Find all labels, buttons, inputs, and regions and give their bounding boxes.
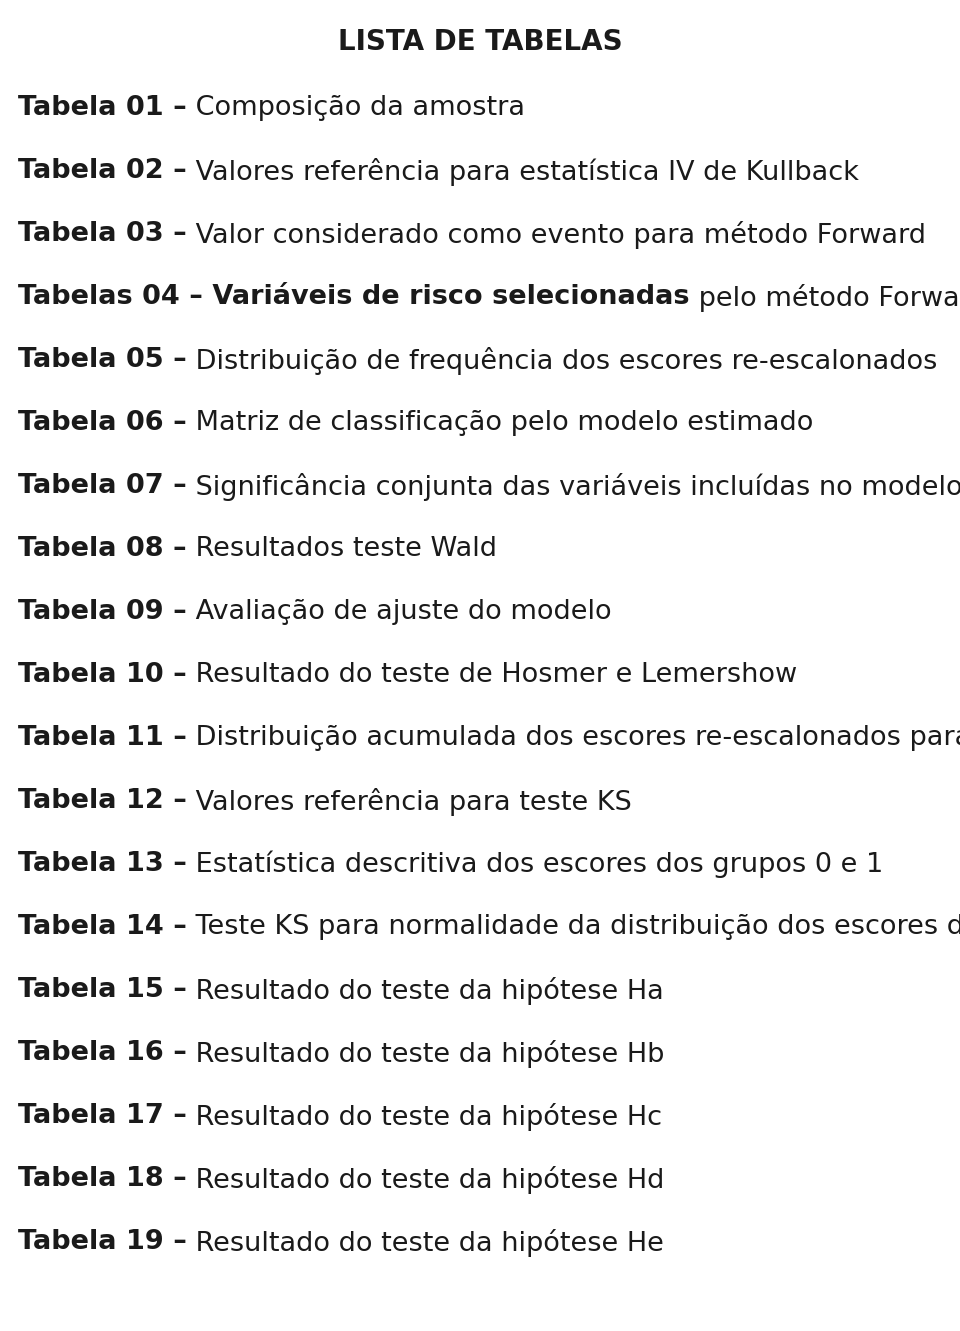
Text: Estatística descritiva dos escores dos grupos 0 e 1: Estatística descritiva dos escores dos g… <box>187 851 883 878</box>
Text: Tabela 10 –: Tabela 10 – <box>18 662 187 688</box>
Text: Resultado do teste da hipótese Hb: Resultado do teste da hipótese Hb <box>187 1040 664 1067</box>
Text: Matriz de classificação pelo modelo estimado: Matriz de classificação pelo modelo esti… <box>187 410 813 437</box>
Text: Tabela 17 –: Tabela 17 – <box>18 1103 187 1129</box>
Text: Resultado do teste de Hosmer e Lemershow: Resultado do teste de Hosmer e Lemershow <box>187 662 797 688</box>
Text: Tabelas 04 – Variáveis de risco selecionadas: Tabelas 04 – Variáveis de risco selecion… <box>18 284 689 310</box>
Text: Tabela 11 –: Tabela 11 – <box>18 725 187 751</box>
Text: Tabela 06 –: Tabela 06 – <box>18 410 187 437</box>
Text: Tabela 08 –: Tabela 08 – <box>18 536 186 562</box>
Text: Avaliação de ajuste do modelo: Avaliação de ajuste do modelo <box>187 599 612 626</box>
Text: Resultados teste Wald: Resultados teste Wald <box>186 536 496 562</box>
Text: Resultado do teste da hipótese Ha: Resultado do teste da hipótese Ha <box>187 977 663 1005</box>
Text: Distribuição de frequência dos escores re-escalonados: Distribuição de frequência dos escores r… <box>187 347 937 375</box>
Text: Composição da amostra: Composição da amostra <box>187 95 525 121</box>
Text: Tabela 15 –: Tabela 15 – <box>18 977 187 1004</box>
Text: Resultado do teste da hipótese He: Resultado do teste da hipótese He <box>187 1229 663 1256</box>
Text: Tabela 19 –: Tabela 19 – <box>18 1229 187 1255</box>
Text: Tabela 09 –: Tabela 09 – <box>18 599 187 626</box>
Text: Tabela 14 –: Tabela 14 – <box>18 914 187 940</box>
Text: Significância conjunta das variáveis incluídas no modelo: Significância conjunta das variáveis inc… <box>187 473 960 500</box>
Text: Resultado do teste da hipótese Hd: Resultado do teste da hipótese Hd <box>187 1166 664 1194</box>
Text: Tabela 12 –: Tabela 12 – <box>18 788 187 815</box>
Text: Tabela 16 –: Tabela 16 – <box>18 1040 187 1066</box>
Text: Tabela 05 –: Tabela 05 – <box>18 347 187 373</box>
Text: pelo método Forward: pelo método Forward <box>689 284 960 311</box>
Text: Tabela 13 –: Tabela 13 – <box>18 851 187 877</box>
Text: Tabela 07 –: Tabela 07 – <box>18 473 187 499</box>
Text: Distribuição acumulada dos escores re-escalonados para teste KS: Distribuição acumulada dos escores re-es… <box>187 725 960 751</box>
Text: Teste KS para normalidade da distribuição dos escores de cada grupo: Teste KS para normalidade da distribuiçã… <box>187 914 960 940</box>
Text: Tabela 18 –: Tabela 18 – <box>18 1166 187 1193</box>
Text: Tabela 03 –: Tabela 03 – <box>18 221 187 248</box>
Text: LISTA DE TABELAS: LISTA DE TABELAS <box>338 28 622 56</box>
Text: Valor considerado como evento para método Forward: Valor considerado como evento para métod… <box>187 221 925 249</box>
Text: Valores referência para estatística IV de Kullback: Valores referência para estatística IV d… <box>187 158 858 186</box>
Text: Valores referência para teste KS: Valores referência para teste KS <box>187 788 632 816</box>
Text: Tabela 02 –: Tabela 02 – <box>18 158 187 184</box>
Text: Resultado do teste da hipótese Hc: Resultado do teste da hipótese Hc <box>187 1103 661 1131</box>
Text: Tabela 01 –: Tabela 01 – <box>18 95 187 121</box>
